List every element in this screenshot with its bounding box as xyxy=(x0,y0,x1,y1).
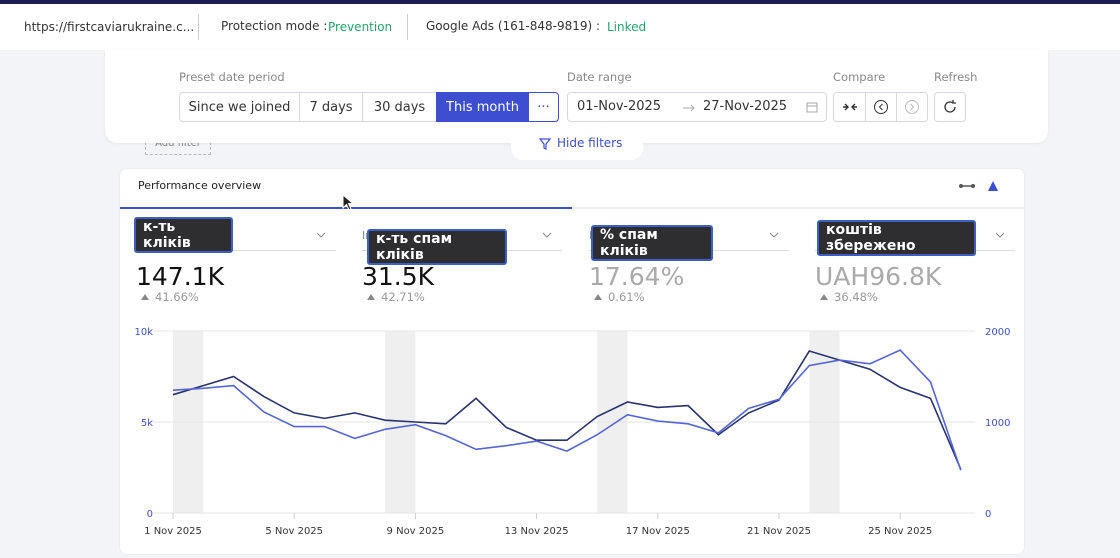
y2-tick-label: 1000 xyxy=(985,418,1010,429)
next-icon xyxy=(905,100,919,114)
metric-value: 17.64% xyxy=(589,262,685,291)
y2-tick-label: 0 xyxy=(985,509,991,520)
protection-value[interactable]: Prevention xyxy=(328,20,393,34)
series-line xyxy=(172,349,962,471)
dropdown-chevron[interactable] xyxy=(542,230,552,240)
x-tick-label: 9 Nov 2025 xyxy=(387,526,445,537)
dropdown-chevron[interactable] xyxy=(769,230,779,240)
preset-button[interactable]: Since we joined xyxy=(179,92,300,122)
metric-change: 0.61% xyxy=(608,290,645,304)
start-date: 01-Nov-2025 xyxy=(577,99,662,114)
tooltip: к-ть спам кліків xyxy=(367,229,507,265)
divider xyxy=(407,14,408,40)
x-tick-label: 1 Nov 2025 xyxy=(144,526,202,537)
previous-button[interactable] xyxy=(865,92,897,122)
more-button[interactable]: ··· xyxy=(528,92,559,122)
compare-icon xyxy=(842,103,857,111)
tooltip: % спам кліків xyxy=(591,225,713,261)
dropdown-chevron[interactable] xyxy=(316,230,326,240)
metric-value: UAH96.8K xyxy=(815,262,942,291)
protection-label: Protection mode : xyxy=(221,19,328,33)
next-button[interactable] xyxy=(896,92,928,122)
y-tick-label: 5k xyxy=(141,418,153,429)
date-range[interactable]: 01-Nov-2025 27-Nov-2025 xyxy=(567,92,827,122)
hide-filters[interactable]: Hide filters xyxy=(511,126,643,160)
filter-icon xyxy=(539,138,551,150)
preset-button-active[interactable]: This month xyxy=(436,92,529,122)
compare-button[interactable] xyxy=(833,92,866,122)
tab-indicator xyxy=(120,207,572,209)
preset-label: Preset date period xyxy=(179,70,285,84)
calendar-icon xyxy=(806,102,818,113)
y-tick-label: 10k xyxy=(134,327,153,338)
chart: 0 5k 10k 0 1000 2000 1 Nov 2025 5 Nov 2025 9 Nov… xyxy=(134,327,1010,537)
x-tick-label: 5 Nov 2025 xyxy=(265,526,323,537)
top-bar: https://firstcaviarukraine.c... Protecti… xyxy=(0,4,1120,50)
metric-underline xyxy=(136,250,336,251)
dropdown-chevron[interactable] xyxy=(995,230,1005,240)
metric-value: 31.5K xyxy=(362,262,435,291)
range-label: Date range xyxy=(567,70,632,84)
preset-button[interactable]: 7 days xyxy=(299,92,363,122)
metric-change: 42.71% xyxy=(381,290,425,304)
refresh-label: Refresh xyxy=(934,70,978,84)
arrow-icon xyxy=(683,104,695,112)
compare-label: Compare xyxy=(833,70,886,84)
refresh-button[interactable] xyxy=(934,92,966,122)
ads-label: Google Ads (161-848-9819) : xyxy=(426,19,601,33)
x-tick-label: 25 Nov 2025 xyxy=(868,526,932,537)
y2-tick-label: 2000 xyxy=(985,327,1010,338)
end-date: 27-Nov-2025 xyxy=(703,99,788,114)
tooltip: коштів збережено xyxy=(817,220,976,256)
overview-title: Performance overview xyxy=(138,179,262,192)
hide-filters-text: Hide filters xyxy=(557,136,623,150)
series-line xyxy=(172,350,962,470)
y-tick-label: 0 xyxy=(147,509,153,520)
preset-button[interactable]: 30 days xyxy=(362,92,437,122)
x-tick-label: 21 Nov 2025 xyxy=(747,526,811,537)
x-tick-label: 17 Nov 2025 xyxy=(626,526,690,537)
change-arrow xyxy=(367,294,375,300)
refresh-icon xyxy=(944,100,956,113)
tooltip: к-ть кліків xyxy=(134,217,233,253)
site-url[interactable]: https://firstcaviarukraine.c... xyxy=(24,20,195,34)
divider xyxy=(198,14,199,40)
card-icons[interactable] xyxy=(958,180,1006,194)
cursor xyxy=(342,194,354,211)
x-tick-label: 13 Nov 2025 xyxy=(505,526,569,537)
change-arrow xyxy=(820,294,828,300)
metric-change: 36.48% xyxy=(834,290,878,304)
change-arrow xyxy=(141,294,149,300)
ads-value[interactable]: Linked xyxy=(607,20,647,34)
top-strip xyxy=(0,0,1120,4)
tab-track xyxy=(572,207,1024,209)
change-arrow xyxy=(594,294,602,300)
metric-value: 147.1K xyxy=(136,262,224,291)
previous-icon xyxy=(874,100,888,114)
add-filter-text: Add filter xyxy=(155,138,201,149)
metric-change: 41.66% xyxy=(155,290,199,304)
